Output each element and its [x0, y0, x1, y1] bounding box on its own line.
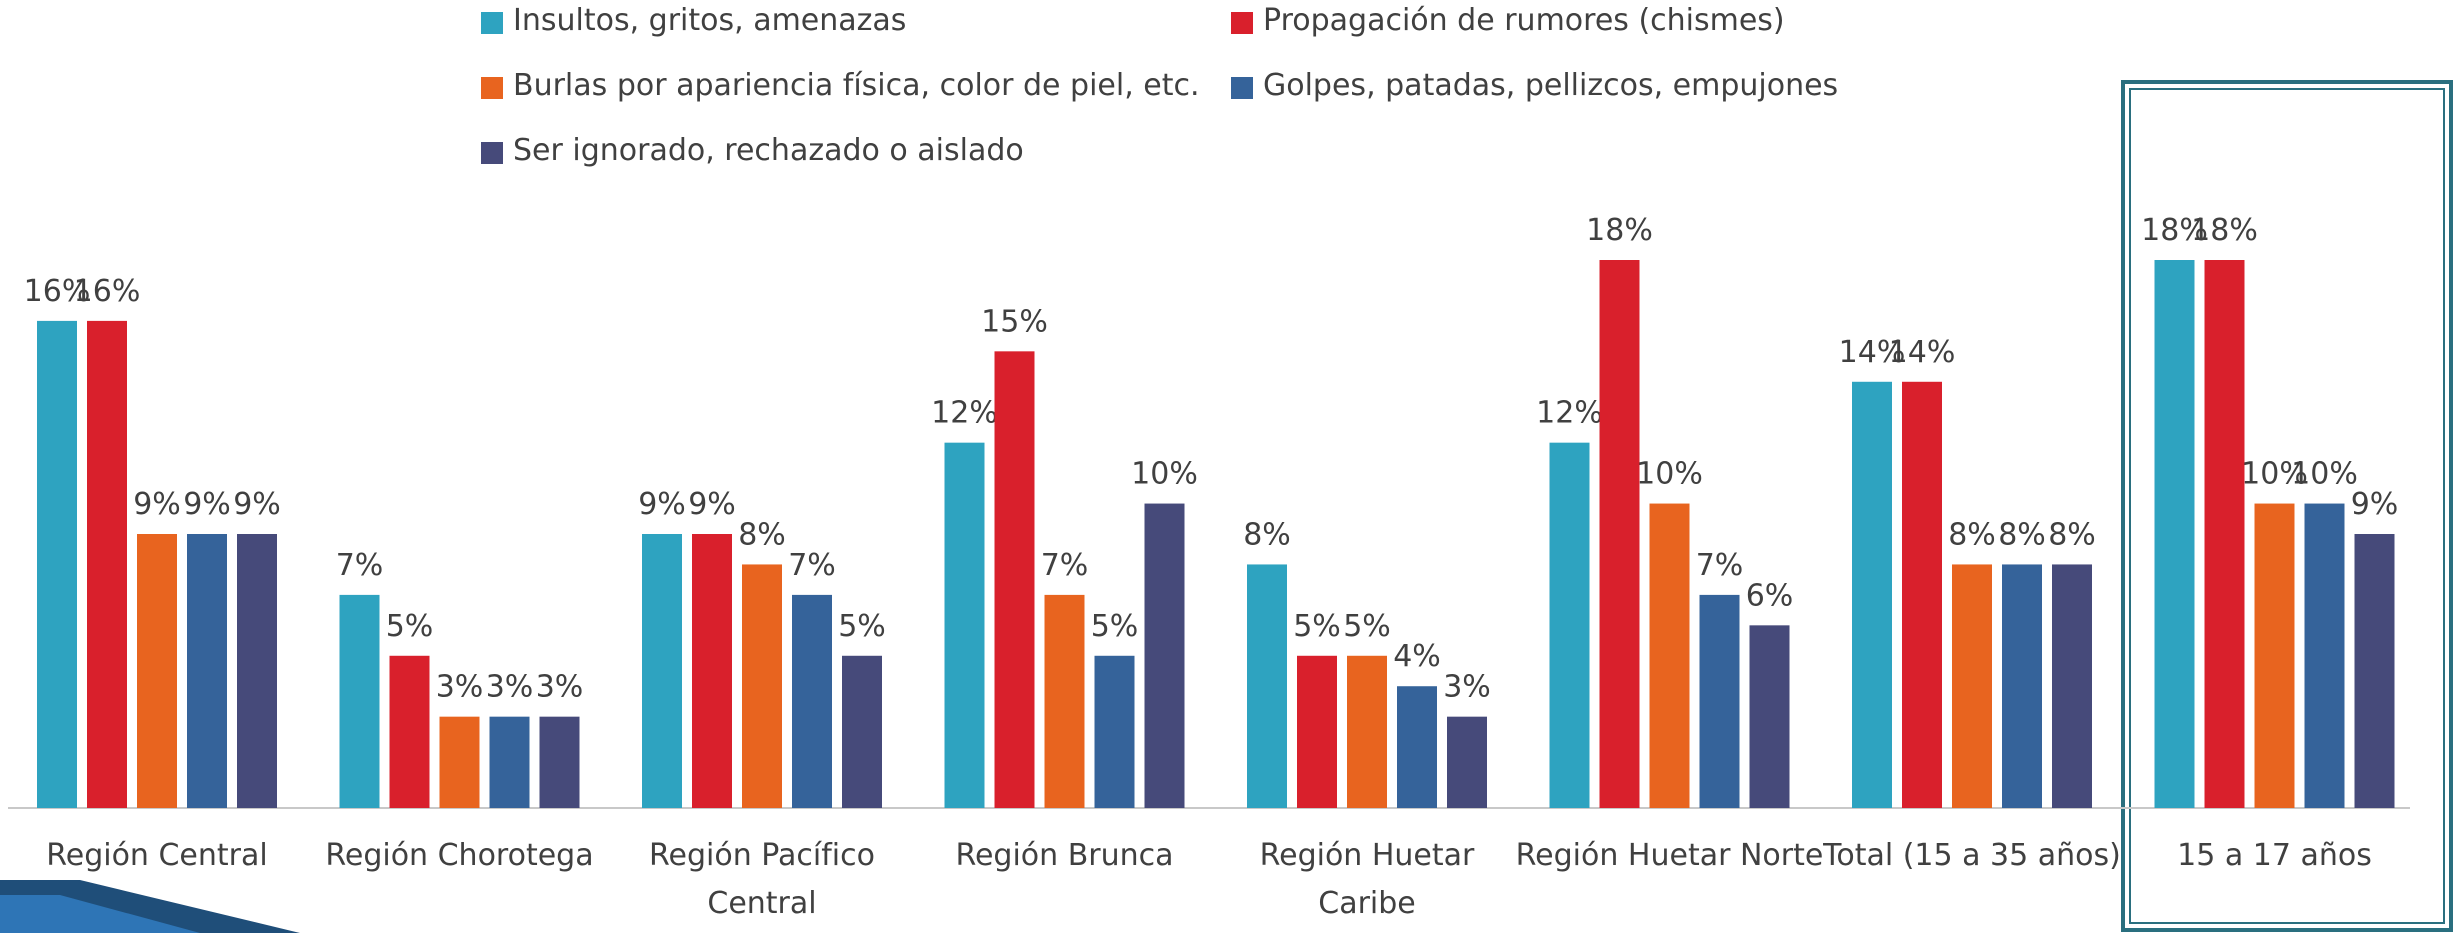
- bar: [37, 321, 77, 808]
- bar: [1347, 656, 1387, 808]
- data-label: 7%: [1041, 548, 1089, 583]
- data-label: 10%: [2291, 457, 2358, 492]
- bar: [642, 534, 682, 808]
- bar: [1145, 504, 1185, 808]
- data-label: 7%: [336, 548, 384, 583]
- bar: [137, 534, 177, 808]
- data-label: 7%: [788, 548, 836, 583]
- x-tick-label: Región Huetar Caribe: [1212, 832, 1522, 928]
- data-label: 8%: [1243, 517, 1291, 552]
- legend-label: Propagación de rumores (chismes): [1263, 4, 1785, 38]
- data-label: 10%: [1636, 457, 1703, 492]
- bar: [440, 717, 480, 808]
- bar: [1700, 595, 1740, 808]
- data-label: 5%: [1091, 609, 1139, 644]
- chart: 16%16%9%9%9%7%5%3%3%3%9%9%8%7%5%12%15%7%…: [0, 0, 2455, 933]
- data-label: 3%: [536, 670, 584, 705]
- bar: [2355, 534, 2395, 808]
- legend-label: Insultos, gritos, amenazas: [513, 4, 906, 38]
- bar: [1095, 656, 1135, 808]
- x-tick-label: Región Brunca: [910, 832, 1220, 880]
- data-label: 15%: [981, 304, 1048, 339]
- data-label: 3%: [1443, 670, 1491, 705]
- bar: [742, 564, 782, 808]
- bar: [1600, 260, 1640, 808]
- data-label: 9%: [638, 487, 686, 522]
- bar: [1550, 443, 1590, 808]
- data-label: 3%: [486, 670, 534, 705]
- legend-label: Ser ignorado, rechazado o aislado: [513, 134, 1024, 168]
- x-tick-label: Región Huetar Norte: [1515, 832, 1825, 880]
- data-label: 12%: [931, 396, 998, 431]
- bar: [390, 656, 430, 808]
- bar: [540, 717, 580, 808]
- legend-label: Golpes, patadas, pellizcos, empujones: [1263, 69, 1838, 103]
- bar: [2255, 504, 2295, 808]
- bar: [1397, 686, 1437, 808]
- bar: [995, 351, 1035, 808]
- bar: [1447, 717, 1487, 808]
- data-label: 12%: [1536, 396, 1603, 431]
- bar: [2155, 260, 2195, 808]
- bar: [1902, 382, 1942, 808]
- body: {"chart_data": {"type": "bar", "categori…: [0, 0, 2455, 933]
- legend-label: Burlas por apariencia física, color de p…: [513, 69, 1200, 103]
- data-label: 9%: [133, 487, 181, 522]
- page: html, body { margin: 0; padding: 0; back…: [0, 0, 2455, 933]
- data-label: 5%: [1293, 609, 1341, 644]
- bar: [237, 534, 277, 808]
- data-label: 16%: [74, 274, 141, 309]
- chart-container: 16%16%9%9%9%7%5%3%3%3%9%9%8%7%5%12%15%7%…: [0, 0, 2455, 933]
- data-label: 10%: [1131, 457, 1198, 492]
- x-tick-label: Total (15 a 35 años): [1817, 832, 2127, 880]
- bar: [490, 717, 530, 808]
- bar: [2002, 564, 2042, 808]
- x-tick-label: 15 a 17 años: [2120, 832, 2430, 880]
- data-label: 9%: [2351, 487, 2399, 522]
- legend-swatch: [481, 142, 503, 164]
- legend-swatch: [481, 12, 503, 34]
- legend-swatch: [1231, 77, 1253, 99]
- bar: [2205, 260, 2245, 808]
- bar: [1247, 564, 1287, 808]
- data-label: 5%: [386, 609, 434, 644]
- data-label: 9%: [183, 487, 231, 522]
- bar: [792, 595, 832, 808]
- bar: [2305, 504, 2345, 808]
- bar: [692, 534, 732, 808]
- bar: [945, 443, 985, 808]
- data-label: 5%: [1343, 609, 1391, 644]
- data-label: 14%: [1889, 335, 1956, 370]
- data-label: 7%: [1696, 548, 1744, 583]
- bar: [1297, 656, 1337, 808]
- x-tick-label: Región Central: [2, 832, 312, 880]
- data-label: 8%: [1948, 517, 1996, 552]
- bar: [842, 656, 882, 808]
- bar: [1750, 625, 1790, 808]
- data-label: 9%: [233, 487, 281, 522]
- x-tick-label: Región Chorotega: [305, 832, 615, 880]
- data-label: 8%: [2048, 517, 2096, 552]
- data-label: 18%: [2191, 213, 2258, 248]
- bar: [1650, 504, 1690, 808]
- bar: [187, 534, 227, 808]
- data-label: 3%: [436, 670, 484, 705]
- legend-swatch: [481, 77, 503, 99]
- bar: [1952, 564, 1992, 808]
- bar: [1045, 595, 1085, 808]
- data-label: 4%: [1393, 639, 1441, 674]
- bar: [87, 321, 127, 808]
- data-label: 9%: [688, 487, 736, 522]
- legend-swatch: [1231, 12, 1253, 34]
- bar: [1852, 382, 1892, 808]
- data-label: 5%: [838, 609, 886, 644]
- x-tick-label: Región Pacífico Central: [607, 832, 917, 928]
- data-label: 18%: [1586, 213, 1653, 248]
- data-label: 6%: [1746, 578, 1794, 613]
- data-label: 8%: [738, 517, 786, 552]
- bar: [2052, 564, 2092, 808]
- bar: [340, 595, 380, 808]
- data-label: 8%: [1998, 517, 2046, 552]
